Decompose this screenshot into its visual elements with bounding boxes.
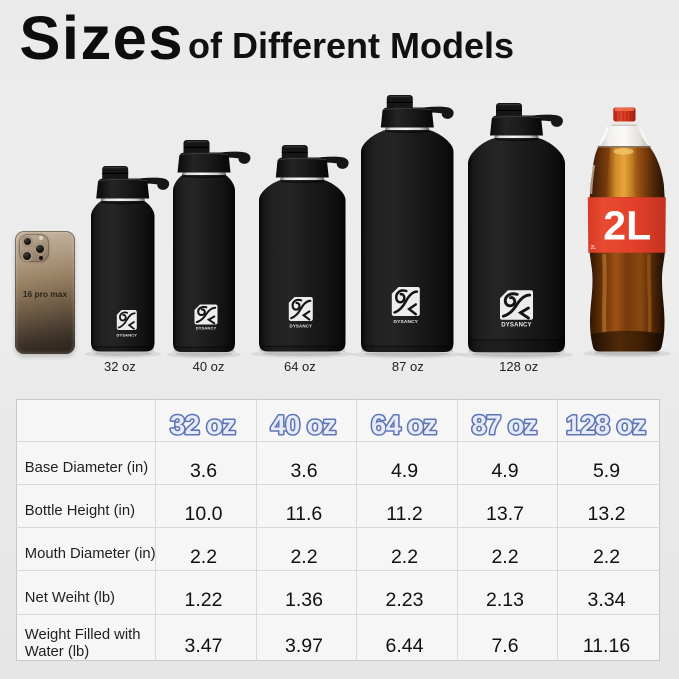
svg-text:2L: 2L [591, 245, 597, 251]
svg-text:DYSANCY: DYSANCY [116, 333, 137, 338]
svg-text:64 oz: 64 oz [371, 410, 436, 440]
svg-text:40 oz: 40 oz [271, 410, 336, 440]
svg-text:DYSANCY: DYSANCY [289, 324, 312, 329]
svg-text:DYSANCY: DYSANCY [196, 325, 217, 330]
svg-text:32 oz: 32 oz [170, 410, 235, 440]
svg-text:DYSANCY: DYSANCY [393, 319, 418, 325]
svg-text:DYSANCY: DYSANCY [501, 322, 531, 328]
svg-text:128 oz: 128 oz [566, 410, 646, 440]
svg-text:2L: 2L [603, 203, 651, 249]
svg-text:87 oz: 87 oz [472, 410, 537, 440]
